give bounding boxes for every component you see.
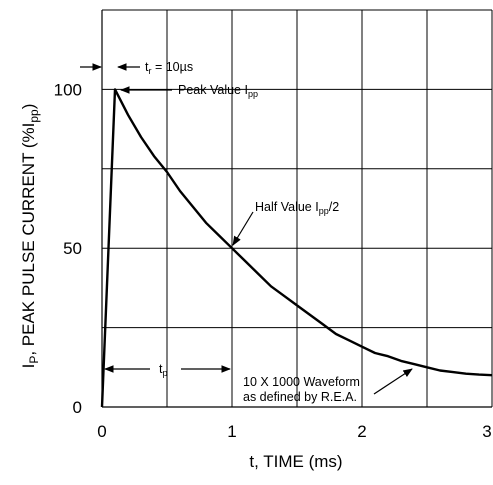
axes — [101, 10, 492, 408]
y-tick-label: 50 — [63, 239, 82, 258]
waveform-label-line1: 10 X 1000 Waveform — [243, 375, 360, 389]
waveform-arrow — [373, 368, 413, 395]
series-group — [100, 88, 493, 408]
y-axis-title: IP, PEAK PULSE CURRENT (%Ipp) — [19, 104, 41, 369]
tp-label: tp — [159, 362, 168, 378]
rise-time-label: tr = 10µs — [145, 60, 193, 76]
x-tick-label: 3 — [482, 422, 491, 441]
series-line — [100, 88, 493, 408]
peak-value-annotation: Peak Value Ipp — [120, 83, 258, 99]
x-tick-label: 0 — [97, 422, 106, 441]
half-value-label: Half Value Ipp/2 — [255, 200, 339, 216]
half-arrow — [232, 211, 254, 246]
x-tick-label: 2 — [357, 422, 366, 441]
waveform-label-line2: as defined by R.E.A. — [243, 390, 357, 404]
rise-time-annotation: tr = 10µs — [80, 60, 193, 76]
x-axis-title: t, TIME (ms) — [249, 452, 342, 471]
waveform-annotation: 10 X 1000 Waveform as defined by R.E.A. — [243, 368, 413, 404]
pulse-width-annotation: tp — [104, 362, 231, 378]
y-tick-label: 100 — [54, 80, 82, 99]
tick-labels: 0 1 2 3 0 50 100 — [54, 80, 492, 441]
y-tick-label: 0 — [73, 398, 82, 417]
grid — [102, 9, 493, 407]
half-value-annotation: Half Value Ipp/2 — [232, 200, 339, 246]
x-tick-label: 1 — [227, 422, 236, 441]
peak-value-label: Peak Value Ipp — [178, 83, 258, 99]
